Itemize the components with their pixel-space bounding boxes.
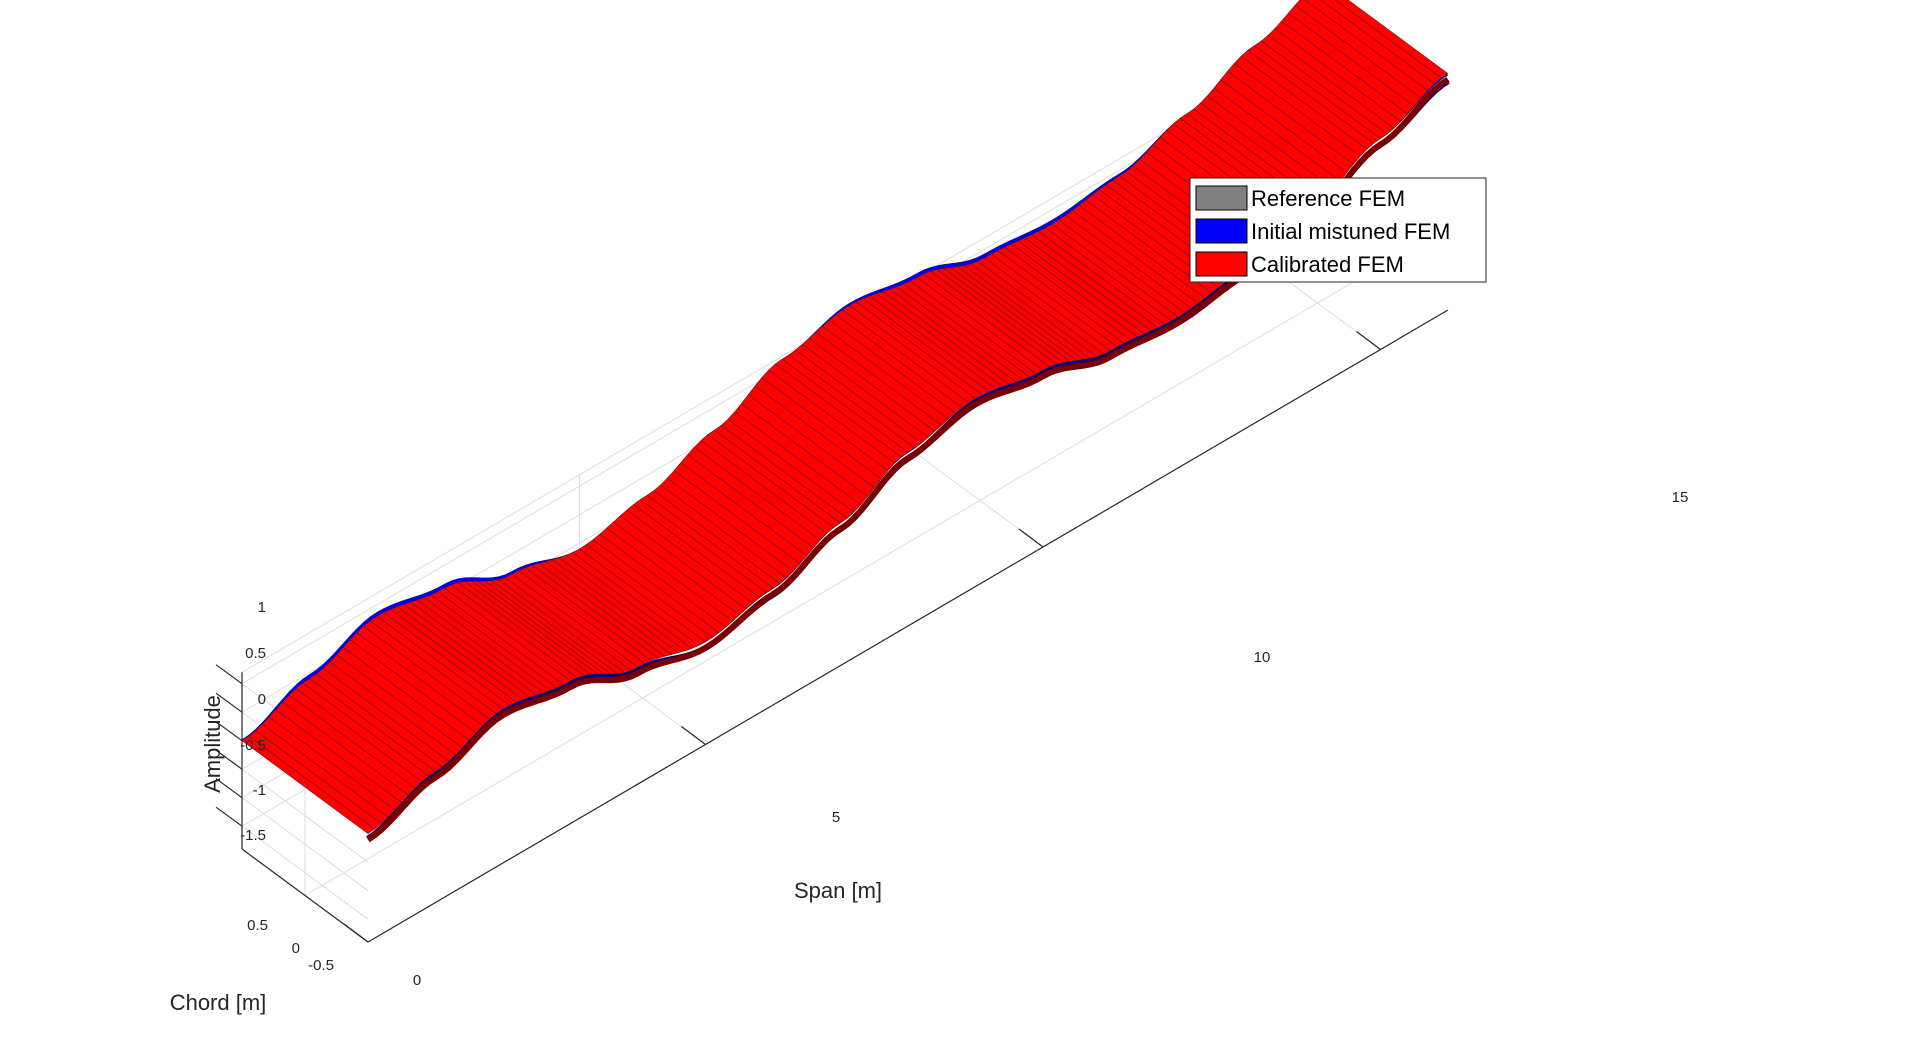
z-tick-mark [215,749,243,770]
x-tick-label: 5 [832,809,840,826]
x-tick-mark [343,923,369,943]
x-tick-label: 10 [1254,649,1271,666]
y-axis-label: Chord [m] [170,990,267,1015]
x-tick-mark [1018,528,1044,548]
x-tick-label: 15 [1672,489,1689,506]
calibrated-surface [241,0,1450,843]
legend-label-reference: Reference FEM [1251,186,1405,211]
z-tick-label: 0.5 [245,645,266,662]
z-tick-label: -1 [253,782,266,799]
legend-label-initial: Initial mistuned FEM [1251,219,1450,244]
legend: Reference FEM Initial mistuned FEM Calib… [1189,177,1487,283]
legend-swatch-calibrated [1195,251,1248,277]
z-tick-mark [215,778,243,799]
x-tick-mark [681,726,706,745]
z-tick-label: -0.5 [240,737,266,754]
x-tick-labels: 5 10 15 [832,489,1689,826]
z-tick-label: 0 [258,691,266,708]
box-edge [241,39,1323,673]
x-tick-mark [1356,331,1381,350]
z-tick-label: -1.5 [240,827,266,844]
x-axis-label: Span [m] [794,878,882,903]
z-tick-label: 1 [258,599,266,616]
x-axis-line [367,309,1449,943]
legend-label-calibrated: Calibrated FEM [1251,252,1404,277]
z-tick-mark [215,721,243,742]
legend-swatch-reference [1195,185,1248,211]
calibrated-surface-panel [1335,0,1449,79]
y-tick-label: 0.5 [247,917,268,934]
y-tick-label: -0.5 [308,957,334,974]
grid-line [304,263,1386,896]
tick-layer: 1 0.5 0 -0.5 -1 -1.5 5 10 15 0.5 0 -0.5 … [240,489,1688,989]
y-tick-label: 0 [292,940,300,957]
y-tick-label: 0 [413,972,421,989]
surface-layer [241,0,1450,843]
z-tick-mark [215,664,243,685]
legend-swatch-initial [1195,218,1248,244]
y-tick-labels: 0.5 0 -0.5 0 [247,917,421,989]
z-tick-mark [215,692,243,713]
z-tick-mark [215,806,243,827]
z-tick-labels: 1 0.5 0 -0.5 -1 -1.5 [240,599,266,844]
z-axis-label: Amplitude [200,695,225,793]
